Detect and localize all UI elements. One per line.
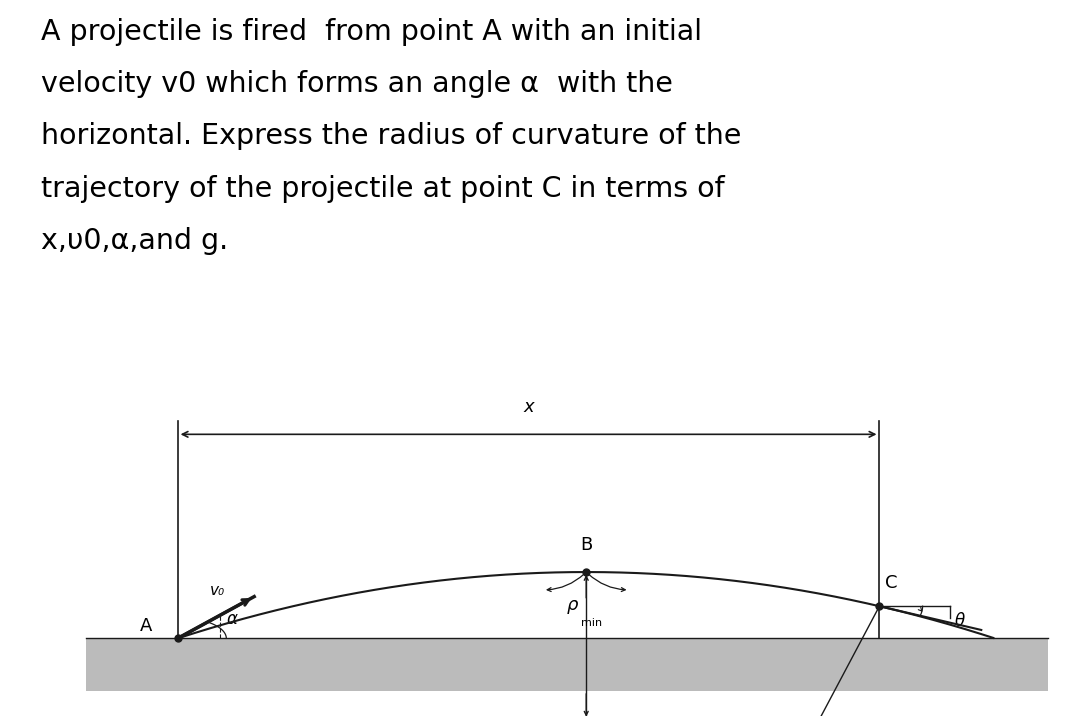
Text: θ: θ [955,612,966,630]
Text: A: A [139,616,152,635]
Text: x,υ0,α,and g.: x,υ0,α,and g. [41,227,228,255]
Text: trajectory of the projectile at point C in terms of: trajectory of the projectile at point C … [41,175,725,203]
Text: C: C [885,574,897,592]
Bar [86,639,1048,691]
Text: ρ: ρ [566,596,578,614]
Text: horizontal. Express the radius of curvature of the: horizontal. Express the radius of curvat… [41,122,741,150]
Text: x: x [523,398,534,417]
Text: α: α [227,609,238,628]
Text: v₀: v₀ [210,583,225,598]
Text: B: B [580,536,592,554]
Text: A projectile is fired  from point A with an initial: A projectile is fired from point A with … [41,18,702,46]
Text: min: min [581,618,602,628]
Text: velocity v0 which forms an angle α  with the: velocity v0 which forms an angle α with … [41,70,673,98]
